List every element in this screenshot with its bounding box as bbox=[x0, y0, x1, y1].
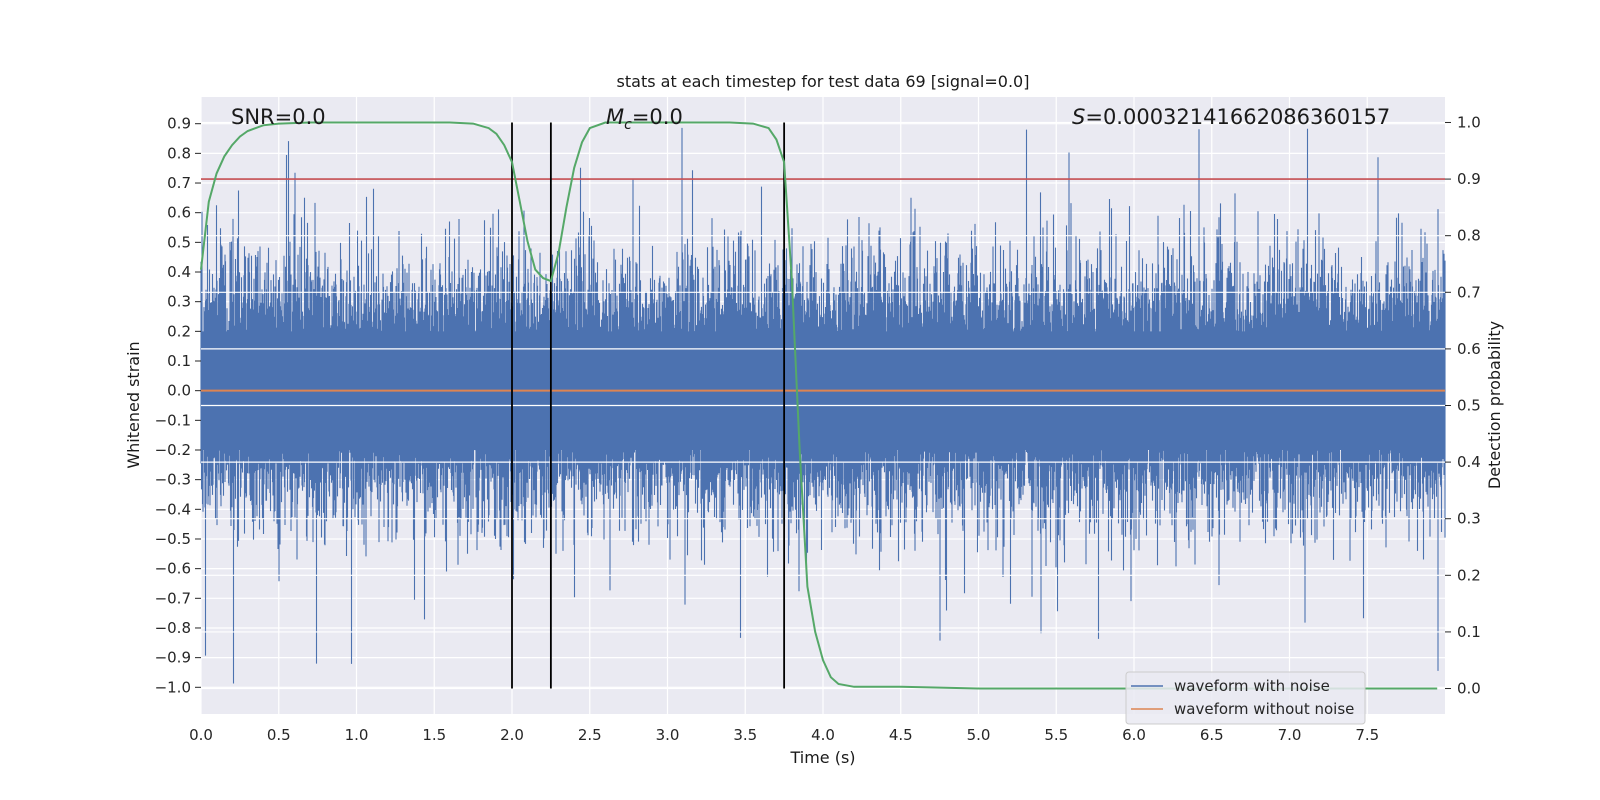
y-tick-label: 0.0 bbox=[167, 382, 191, 400]
x-tick-label: 2.5 bbox=[578, 726, 602, 744]
y-tick-label: 0.9 bbox=[167, 115, 191, 133]
snr-annotation: SNR=0.0 bbox=[231, 105, 326, 129]
y-right-tick-label: 0.6 bbox=[1457, 340, 1481, 358]
y-tick-label: −0.2 bbox=[155, 441, 191, 459]
y-right-tick-label: 1.0 bbox=[1457, 113, 1481, 131]
x-tick-label: 7.5 bbox=[1355, 726, 1379, 744]
chirp-mass-value: =0.0 bbox=[632, 105, 683, 129]
y-tick-label: 0.3 bbox=[167, 293, 191, 311]
y-tick-label: 0.8 bbox=[167, 144, 191, 162]
x-tick-label: 4.0 bbox=[811, 726, 835, 744]
legend-label-noisy: waveform with noise bbox=[1174, 677, 1330, 695]
y-right-tick-label: 0.4 bbox=[1457, 453, 1481, 471]
y-tick-label: −0.8 bbox=[155, 619, 191, 637]
detection-probability-line bbox=[200, 121, 1438, 690]
y-tick-label: 0.5 bbox=[167, 233, 191, 251]
x-tick-label: 1.5 bbox=[422, 726, 446, 744]
y-tick-label: −0.7 bbox=[155, 589, 191, 607]
y-right-tick-label: 0.8 bbox=[1457, 227, 1481, 245]
y-right-tick-label: 0.5 bbox=[1457, 397, 1481, 415]
x-tick-label: 2.0 bbox=[500, 726, 524, 744]
chirp-mass-symbol: M bbox=[606, 105, 624, 129]
chirp-mass-annotation: Mc=0.0 bbox=[606, 105, 683, 133]
y-right-tick-label: 0.7 bbox=[1457, 283, 1481, 301]
y-tick-label: −1.0 bbox=[155, 678, 191, 696]
overlay-lines bbox=[200, 121, 1445, 690]
y-right-tick-label: 0.3 bbox=[1457, 510, 1481, 528]
score-symbol: S bbox=[1072, 105, 1085, 129]
x-tick-label: 1.0 bbox=[345, 726, 369, 744]
y-tick-label: −0.9 bbox=[155, 649, 191, 667]
x-tick-label: 0.5 bbox=[267, 726, 291, 744]
y-tick-label: 0.6 bbox=[167, 204, 191, 222]
y-right-axis-label: Detection probability bbox=[1485, 321, 1504, 489]
x-tick-label: 5.0 bbox=[967, 726, 991, 744]
y-right-tick-label: 0.9 bbox=[1457, 170, 1481, 188]
y-tick-label: 0.2 bbox=[167, 322, 191, 340]
x-tick-label: 6.5 bbox=[1200, 726, 1224, 744]
y-right-tick-label: 0.2 bbox=[1457, 566, 1481, 584]
x-tick-label: 6.0 bbox=[1122, 726, 1146, 744]
y-tick-label: −0.3 bbox=[155, 471, 191, 489]
legend: waveform with noise waveform without noi… bbox=[1125, 671, 1366, 725]
y-right-tick-label: 0.0 bbox=[1457, 680, 1481, 698]
score-annotation: S=0.00032141662086360157 bbox=[1072, 105, 1390, 129]
y-tick-label: −0.4 bbox=[155, 500, 191, 518]
x-tick-label: 7.0 bbox=[1278, 726, 1302, 744]
x-axis-label: Time (s) bbox=[789, 748, 855, 767]
y-tick-label: −0.6 bbox=[155, 560, 191, 578]
y-tick-label: −0.1 bbox=[155, 411, 191, 429]
y-tick-label: 0.1 bbox=[167, 352, 191, 370]
chirp-mass-subscript: c bbox=[624, 117, 632, 133]
chart-title: stats at each timestep for test data 69 … bbox=[617, 72, 1030, 91]
y-axis-label: Whitened strain bbox=[124, 341, 143, 468]
x-tick-label: 0.0 bbox=[189, 726, 213, 744]
y-tick-label: 0.7 bbox=[167, 174, 191, 192]
score-value: =0.00032141662086360157 bbox=[1085, 105, 1390, 129]
legend-box bbox=[1125, 671, 1366, 725]
x-tick-label: 3.0 bbox=[656, 726, 680, 744]
legend-label-clean: waveform without noise bbox=[1174, 700, 1354, 718]
y-tick-label: 0.4 bbox=[167, 263, 191, 281]
x-tick-label: 5.5 bbox=[1044, 726, 1068, 744]
tick-labels: 0.0 0.5 1.0 1.5 2.0 2.5 3.0 3.5 4.0 4.5 5.0 5.5 6.0 6… bbox=[155, 113, 1481, 744]
x-tick-label: 3.5 bbox=[733, 726, 757, 744]
x-tick-label: 4.5 bbox=[889, 726, 913, 744]
y-tick-label: −0.5 bbox=[155, 530, 191, 548]
y-right-tick-label: 0.1 bbox=[1457, 623, 1481, 641]
